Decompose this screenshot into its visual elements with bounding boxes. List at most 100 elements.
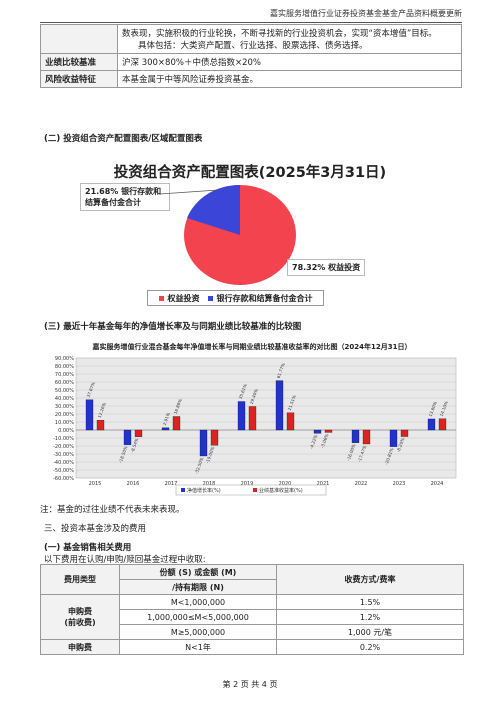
performance-note: 注：基金的过往业绩不代表未来表现。 <box>40 505 185 515</box>
fee-section-heading: 三、投资本基金涉及的费用 <box>44 524 147 534</box>
section3-heading: (三) 最近十年基金每年的净值增长率及与同期业绩比较基准的比较图 <box>44 322 302 332</box>
fee-table: 费用类型 份额 (S) 或金额 (M) 收费方式/费率 /持有期限 (N) 申购… <box>40 564 464 655</box>
pie-label-bank: 21.68% 银行存款和结算备付金合计 <box>80 183 170 211</box>
data-label-benchmark: -8.54% <box>130 437 140 453</box>
data-label-nav: 13.80% <box>428 401 438 418</box>
bar-benchmark <box>400 429 409 437</box>
bar-nav <box>427 418 436 431</box>
page-header: 嘉实服务增值行业证券投资基金基金产品资料概要更新 <box>270 9 462 18</box>
bar-chart-title: 嘉实服务增值行业混合基金每年净值增长率与同期业绩比较基准收益率的对比图（2024… <box>92 343 412 351</box>
y-tick-label: 30.00% <box>55 404 74 410</box>
bar-benchmark <box>172 416 181 431</box>
pie-legend: 权益投资 银行存款和结算备付金合计 <box>147 290 324 306</box>
data-label-benchmark: -17.47% <box>357 445 368 463</box>
risk-value: 本基金属于中等风险证券投资基金。 <box>117 70 462 88</box>
y-tick-label: -10.00% <box>53 436 74 442</box>
fee-header-amount2: /持有期限 (N) <box>119 579 277 595</box>
fee-row-rate: 1,000 元/笔 <box>276 624 464 640</box>
benchmark-label: 业绩比较基准 <box>40 53 118 71</box>
bar-benchmark <box>286 412 295 431</box>
fee-subscription-name: 申购费 (前收费) <box>40 594 120 640</box>
data-label-benchmark: 12.26% <box>97 402 107 419</box>
x-tick-label: 2022 <box>355 481 368 487</box>
fee-header-amount1: 份额 (S) 或金额 (M) <box>119 564 277 580</box>
data-label-nav: -4.22% <box>309 434 319 450</box>
fee-row-amount: M≥5,000,000 <box>119 624 277 640</box>
strategy-cell: 数表现，实施积极的行业轮换，不断寻找新的行业投资机会，实现“资本增值”目标。 具… <box>117 24 462 54</box>
pie-title: 投资组合资产配置图表(2025年3月31日) <box>113 165 387 181</box>
strategy-line1: 数表现，实施积极的行业轮换，不断寻找新的行业投资机会，实现“资本增值”目标。 <box>122 29 437 39</box>
fee-last-name: 申购费 <box>40 639 120 655</box>
legend-bank: 银行存款和结算备付金合计 <box>216 293 313 303</box>
fee-subscription-label: 申购费 <box>68 607 92 616</box>
data-label-nav: -18.50% <box>118 445 129 463</box>
plot-area <box>75 357 457 479</box>
bar-benchmark <box>324 429 333 433</box>
fee-header-rate: 收费方式/费率 <box>276 564 464 595</box>
fee-header-type: 费用类型 <box>40 564 120 595</box>
x-tick-label: 2024 <box>431 481 444 487</box>
data-label-nav: -20.81% <box>384 447 395 465</box>
bar-benchmark <box>96 420 105 431</box>
x-tick-label: 2015 <box>89 481 102 487</box>
bar-benchmark <box>134 429 143 437</box>
y-tick-label: -30.00% <box>53 452 74 458</box>
section2-heading: (二) 投资组合资产配置图表/区域配置图表 <box>44 134 203 144</box>
fee-intro: 以下费用在认购/申购/赎回基金过程中收取: <box>44 555 206 565</box>
fee-last-amount: N<1年 <box>119 639 277 655</box>
data-label-benchmark: -19.00% <box>205 446 216 464</box>
data-label-benchmark: 14.10% <box>439 400 449 417</box>
legend-swatch-bank <box>207 295 213 301</box>
bar-nav <box>313 429 322 434</box>
fee-row-amount: M<1,000,000 <box>119 594 277 610</box>
legend-equity: 权益投资 <box>167 293 200 303</box>
legend-swatch-benchmark <box>253 488 257 492</box>
data-label-benchmark: 21.51% <box>287 394 297 411</box>
bar-nav <box>389 429 398 447</box>
bar-benchmark <box>248 406 257 431</box>
data-label-nav: -32.50% <box>194 457 205 475</box>
bar-nav <box>199 429 208 457</box>
y-tick-label: 50.00% <box>55 388 74 394</box>
x-tick-label: 2019 <box>241 481 254 487</box>
y-tick-label: 0.00% <box>58 428 74 434</box>
pie-leader-bank <box>160 189 219 195</box>
data-label-benchmark: -8.20% <box>396 437 406 453</box>
fee-subscription-label2: (前收费) <box>64 618 96 627</box>
data-label-benchmark: -3.06% <box>320 433 330 449</box>
data-label-nav: 2.91% <box>162 412 171 426</box>
fee-row-rate: 1.2% <box>276 609 464 625</box>
bar-nav <box>161 427 170 431</box>
benchmark-value: 沪深 300×80%＋中债总指数×20% <box>117 53 462 71</box>
bar-nav <box>275 380 284 431</box>
data-label-nav: -16.00% <box>346 443 357 461</box>
nav-vs-benchmark-bar-chart: 90.00% 80.00% 70.00% 60.00% 50.00% 40.00% 30.0… <box>40 352 464 498</box>
y-tick-label: 10.00% <box>55 420 74 426</box>
risk-label: 风险收益特征 <box>40 70 118 88</box>
legend-swatch-nav <box>181 488 185 492</box>
y-tick-label: -50.00% <box>53 468 74 474</box>
allocation-pie <box>184 184 296 285</box>
x-tick-label: 2021 <box>317 481 330 487</box>
fee-last-rate: 0.2% <box>276 639 464 655</box>
fee-row-rate: 1.5% <box>276 594 464 610</box>
x-tick-label: 2018 <box>203 481 216 487</box>
y-tick-label: 20.00% <box>55 412 74 418</box>
header-divider <box>40 22 462 23</box>
bar-legend <box>175 484 327 496</box>
y-tick-label: -20.00% <box>53 444 74 450</box>
fee-subheading: (一) 基金销售相关费用 <box>44 543 132 553</box>
data-label-nav: 61.77% <box>276 362 286 379</box>
x-tick-label: 2017 <box>165 481 178 487</box>
bar-nav <box>123 429 132 445</box>
fund-info-table: 数表现，实施积极的行业轮换，不断寻找新的行业投资机会，实现“资本增值”目标。 具… <box>40 24 462 88</box>
y-tick-label: -40.00% <box>53 460 74 466</box>
y-tick-label: 80.00% <box>55 364 74 370</box>
bar-nav <box>85 399 94 431</box>
y-tick-label: 90.00% <box>55 356 74 362</box>
y-tick-label: -60.00% <box>53 476 74 482</box>
data-label-benchmark: 29.40% <box>249 388 259 405</box>
strategy-label-cell <box>40 24 118 54</box>
bar-nav <box>351 429 360 443</box>
x-tick-label: 2016 <box>127 481 140 487</box>
